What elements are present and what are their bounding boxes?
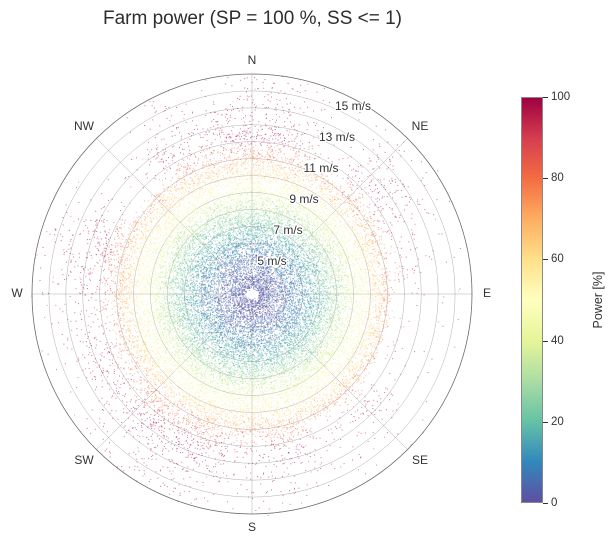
colorbar-tick-mark bbox=[543, 341, 548, 342]
colorbar-tick-mark bbox=[543, 259, 548, 260]
compass-label-e: E bbox=[483, 286, 491, 300]
colorbar-tick-label-0: 0 bbox=[551, 497, 558, 509]
colorbar-tick-label-40: 40 bbox=[551, 335, 564, 347]
compass-label-w: W bbox=[11, 286, 23, 300]
radial-tick-label-5: 5 m/s bbox=[257, 254, 286, 268]
colorbar-tick-mark bbox=[543, 422, 548, 423]
colorbar-tick-label-100: 100 bbox=[551, 91, 571, 103]
colorbar-tick-label-20: 20 bbox=[551, 416, 564, 428]
colorbar-tick-mark bbox=[543, 178, 548, 179]
colorbar-gradient bbox=[522, 98, 542, 502]
radial-tick-label-13: 13 m/s bbox=[319, 130, 355, 144]
colorbar-tick-label-80: 80 bbox=[551, 172, 564, 184]
colorbar-tick-mark bbox=[543, 503, 548, 504]
radial-tick-label-7: 7 m/s bbox=[273, 223, 302, 237]
colorbar bbox=[521, 97, 543, 503]
colorbar-axis-label: Power [%] bbox=[591, 271, 605, 329]
compass-label-s: S bbox=[248, 520, 256, 534]
radial-tick-label-15: 15 m/s bbox=[335, 99, 371, 113]
radial-tick-labels: 5 m/s 7 m/s 9 m/s 11 m/s 13 m/s 15 m/s bbox=[256, 98, 372, 270]
radial-tick-label-9: 9 m/s bbox=[289, 192, 318, 206]
compass-label-ne: NE bbox=[412, 119, 429, 133]
compass-label-sw: SW bbox=[74, 453, 94, 467]
compass-label-se: SE bbox=[412, 453, 428, 467]
colorbar-tick-label-60: 60 bbox=[551, 253, 564, 265]
compass-label-n: N bbox=[248, 53, 257, 67]
compass-labels: N NE E SE S SW W NW bbox=[10, 52, 492, 536]
radial-tick-label-11: 11 m/s bbox=[303, 161, 338, 175]
colorbar-tick-mark bbox=[543, 97, 548, 98]
compass-label-nw: NW bbox=[74, 119, 95, 133]
